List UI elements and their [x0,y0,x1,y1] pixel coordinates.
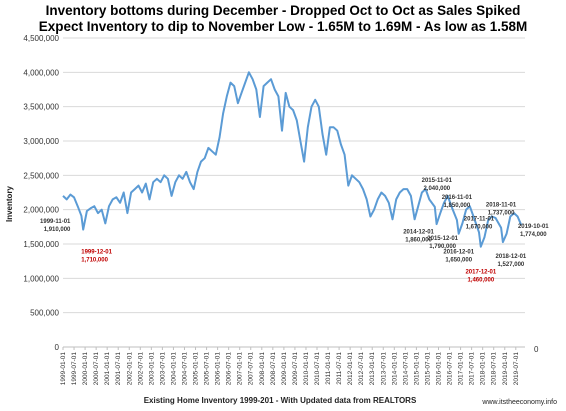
x-tick-label: 2015-01-01 [413,352,420,386]
y-tick-label: 500,000 [30,309,59,318]
x-tick-label: 2001-01-01 [104,352,111,386]
annotation-date: 2017-11-01 [464,216,495,222]
x-tick-label: 2014-07-01 [402,352,409,386]
x-tick-label: 2018-07-01 [491,352,498,386]
x-tick-label: 2008-07-01 [270,352,277,386]
annotation-value: 1,527,000 [498,262,525,268]
x-tick-label: 2002-01-01 [126,352,133,386]
annotation-date: 2018-11-01 [486,203,517,209]
annotation-date: 2016-12-01 [443,250,474,256]
x-tick-label: 2018-01-01 [480,352,487,386]
x-tick-label: 2009-07-01 [292,352,299,386]
x-tick-label: 2017-07-01 [469,352,476,386]
x-tick-label: 2001-07-01 [115,352,122,386]
y-tick-label: 1,000,000 [23,274,59,283]
x-tick-label: 2017-01-01 [458,352,465,386]
x-tick-label: 2003-07-01 [159,352,166,386]
annotations: 1999-11-01 1,910,000 1999-12-01 1,710,000 20… [40,178,549,284]
annotation-value: 1,710,000 [81,258,108,264]
y-tick-label: 0 [55,343,60,352]
y-tick-label: 3,500,000 [23,103,59,112]
x-tick-label: 2013-07-01 [380,352,387,386]
chart-subtitle: Expect Inventory to dip to November Low … [38,19,528,34]
x-tick-label: 2015-07-01 [424,352,431,386]
gridlines [63,37,525,348]
x-tick-label: 2012-01-01 [347,352,354,386]
x-tick-label: 2003-01-01 [148,352,155,386]
annotation-value: 1,650,000 [445,258,472,264]
x-tick-label: 2010-01-01 [303,352,310,386]
x-tick-label: 2016-07-01 [447,352,454,386]
x-tick-label: 2014-01-01 [391,352,398,386]
x-tick-label: 2013-01-01 [369,352,376,386]
x-tick-label: 2007-01-01 [237,352,244,386]
series-layer [62,71,523,248]
annotation-date: 2018-12-01 [496,254,527,260]
y-tick-label: 4,000,000 [23,68,59,77]
annotation-date: 2015-12-01 [427,236,458,242]
annotation-date: 2017-12-01 [465,270,496,276]
x-tick-label: 2012-07-01 [358,352,365,386]
x-tick-label: 2016-01-01 [435,352,442,386]
annotation-date: 2015-11-01 [422,178,453,184]
x-tick-label: 2019-01-01 [502,352,509,386]
y-tick-label: 2,500,000 [23,171,59,180]
right-axis-label: 0 [534,345,539,354]
x-axis-title: Existing Home Inventory 1999-201 - With … [144,396,417,405]
x-tick-label: 2010-07-01 [314,352,321,386]
source-credit: www.itstheeconomy.info [481,399,557,406]
annotation-value: 1,460,000 [467,278,494,284]
x-tick-label: 2004-01-01 [170,352,177,386]
x-tick-label: 2008-01-01 [259,352,266,386]
annotation-value: 1,670,000 [466,224,493,230]
x-tick-label: 2007-07-01 [248,352,255,386]
x-tick-label: 1999-01-01 [60,352,67,386]
y-axis-ticks: 0 500,000 1,000,000 1,500,000 2,000,000 2,500… [23,34,59,352]
x-tick-label: 2002-07-01 [137,352,144,386]
x-tick-label: 2011-01-01 [325,352,332,385]
annotation-value: 1,850,000 [444,203,471,209]
annotation-date: 2016-11-01 [442,195,473,201]
annotation-date: 1999-12-01 [81,250,112,256]
annotation-value: 1,910,000 [44,227,71,233]
annotation-value: 1,860,000 [405,237,432,243]
x-tick-label: 2005-01-01 [193,352,200,386]
x-tick-label: 2019-07-01 [513,352,520,386]
x-tick-label: 2006-07-01 [226,352,233,386]
annotation-value: 1,774,000 [520,232,547,238]
annotation-date: 1999-11-01 [40,219,71,225]
annotation-date: 2014-12-01 [403,229,434,235]
y-tick-label: 4,500,000 [23,34,59,43]
annotation-date: 2019-10-01 [518,224,549,230]
annotation-value: 2,040,000 [423,186,450,192]
x-tick-label: 2009-01-01 [281,352,288,386]
x-tick-label: 2004-07-01 [181,352,188,386]
series-line [62,71,523,248]
y-axis-title: Inventory [5,185,14,222]
y-tick-label: 1,500,000 [23,240,59,249]
annotation-value: 1,790,000 [429,244,456,250]
x-tick-label: 1999-07-01 [71,352,78,386]
x-tick-label: 2011-07-01 [336,352,343,385]
y-tick-label: 2,000,000 [23,206,59,215]
annotation-value: 1,737,000 [488,211,515,217]
chart-title: Inventory bottoms during December - Drop… [45,3,521,18]
y-tick-label: 3,000,000 [23,137,59,146]
x-tick-label: 2005-07-01 [204,352,211,386]
x-axis-ticks: 1999-01-01 1999-07-01 2000-01-01 2000-07-01… [60,347,520,385]
x-tick-label: 2000-07-01 [93,352,100,386]
x-tick-label: 2000-01-01 [82,352,89,386]
x-tick-label: 2006-01-01 [215,352,222,386]
